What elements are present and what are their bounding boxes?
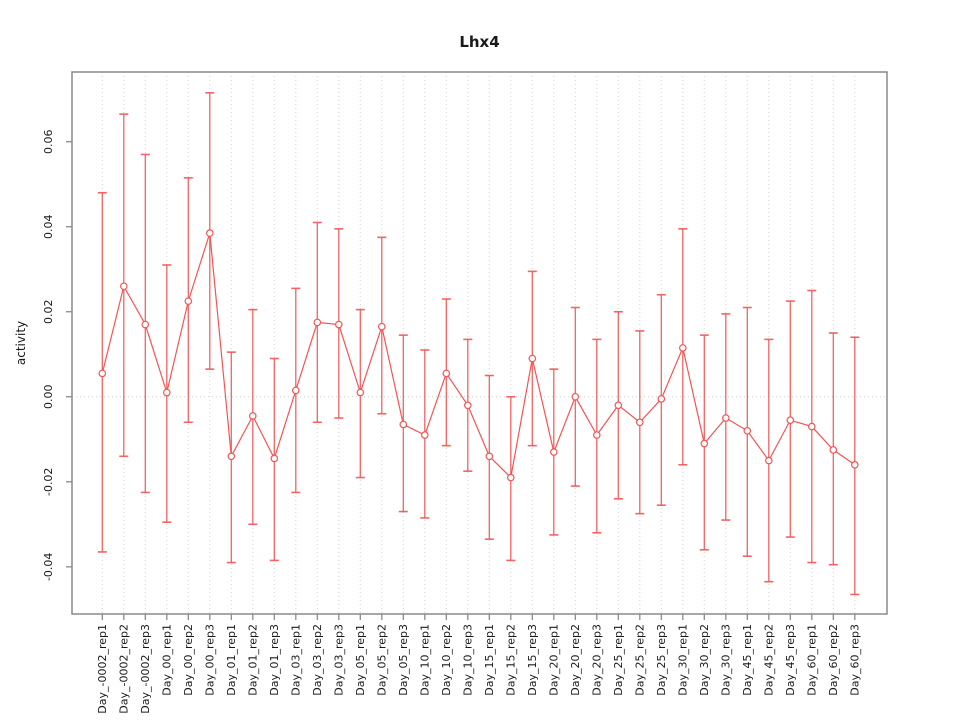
x-tick-label: Day_20_rep3 (590, 624, 603, 696)
x-tick-label: Day_01_rep1 (225, 624, 238, 696)
data-point-marker (377, 322, 386, 331)
y-tick-label: -0.04 (42, 553, 55, 581)
y-tick-label: -0.02 (42, 468, 55, 496)
y-tick-label: 0.04 (42, 214, 55, 239)
x-tick-label: Day_60_rep2 (827, 624, 840, 696)
y-axis-label: activity (14, 321, 28, 365)
data-point-marker (786, 416, 795, 424)
data-point-marker (829, 446, 838, 454)
x-tick-label: Day_30_rep1 (676, 624, 689, 696)
x-tick-label: Day_01_rep3 (268, 624, 281, 696)
data-point-marker (506, 473, 515, 482)
x-tick-label: Day_25_rep3 (655, 624, 668, 696)
x-tick-label: Day_05_rep2 (375, 624, 388, 696)
x-tick-label: Day_15_rep3 (526, 624, 539, 696)
x-tick-label: Day_20_rep2 (569, 624, 582, 696)
plot-box (71, 71, 888, 615)
data-point-marker (184, 297, 193, 305)
x-tick-label: Day_00_rep3 (203, 624, 216, 696)
x-tick-label: Day_-0002_rep3 (139, 624, 152, 714)
data-point-marker (850, 460, 859, 469)
x-tick-label: Day_45_rep3 (784, 624, 797, 696)
x-tick-label: Day_00_rep2 (182, 624, 195, 696)
data-point-marker (399, 420, 408, 429)
x-tick-label: Day_60_rep3 (848, 624, 861, 696)
data-point-marker (764, 456, 773, 465)
x-tick-label: Day_30_rep2 (698, 624, 711, 696)
data-point-marker (549, 448, 558, 456)
x-tick-label: Day_45_rep2 (762, 624, 775, 696)
data-point-marker (571, 392, 580, 401)
x-tick-label: Day_10_rep3 (461, 624, 474, 696)
data-point-marker (249, 412, 257, 420)
y-tick-label: 0.02 (42, 300, 55, 325)
data-point-marker (98, 369, 107, 378)
data-point-marker (614, 401, 623, 410)
x-tick-label: Day_10_rep1 (418, 624, 431, 696)
data-point-marker (442, 369, 451, 378)
x-tick-label: Day_05_rep3 (397, 624, 410, 696)
data-point-marker (227, 452, 236, 461)
x-tick-label: Day_-0002_rep2 (117, 624, 130, 714)
x-tick-label: Day_45_rep1 (741, 624, 754, 696)
x-tick-label: Day_25_rep2 (633, 624, 646, 696)
x-tick-label: Day_-0002_rep1 (96, 624, 109, 714)
data-point-marker (592, 431, 601, 439)
series-line (101, 232, 856, 479)
y-tick-label: 0.00 (42, 385, 55, 410)
x-tick-label: Day_00_rep1 (160, 624, 173, 696)
data-point-marker (528, 354, 537, 363)
grid-layer (72, 72, 887, 614)
x-tick-label: Day_03_rep2 (311, 624, 324, 696)
y-tick-label: 0.06 (42, 129, 55, 154)
axes-layer: -0.04 -0.02 0.00 0.02 0.04 0.06 Day_-0002_rep1… (42, 71, 888, 714)
x-tick-label: Day_30_rep3 (719, 624, 732, 696)
x-tick-label: Day_01_rep2 (246, 624, 259, 696)
chart-title: Lhx4 (459, 33, 499, 51)
data-point-marker (291, 386, 300, 395)
data-point-marker (420, 431, 429, 439)
x-tick-label: Day_25_rep1 (612, 624, 625, 696)
data-point-marker (678, 344, 687, 352)
data-point-marker (141, 320, 150, 329)
data-point-marker (743, 426, 752, 435)
data-point-marker (163, 388, 171, 397)
x-tick-label: Day_03_rep3 (332, 624, 345, 696)
data-point-marker (334, 320, 343, 329)
x-tick-label: Day_15_rep1 (483, 624, 496, 696)
data-point-marker (270, 454, 279, 463)
data-point-marker (721, 414, 730, 422)
x-tick-label: Day_15_rep2 (504, 624, 517, 696)
x-tick-label: Day_20_rep1 (547, 624, 560, 696)
data-point-marker (206, 229, 214, 237)
data-point-marker (313, 318, 322, 327)
series-layer (97, 92, 860, 596)
data-point-marker (635, 418, 644, 427)
data-point-marker (657, 395, 666, 403)
x-tick-label: Day_05_rep1 (354, 624, 367, 696)
data-point-marker (485, 452, 494, 461)
x-tick-label: Day_60_rep1 (805, 624, 818, 696)
x-tick-label: Day_10_rep2 (440, 624, 453, 696)
data-point-marker (120, 282, 128, 291)
data-point-marker (807, 422, 816, 431)
data-point-marker (700, 439, 709, 448)
data-point-marker (463, 401, 472, 410)
data-point-marker (356, 388, 365, 397)
x-tick-label: Day_03_rep1 (289, 624, 302, 696)
